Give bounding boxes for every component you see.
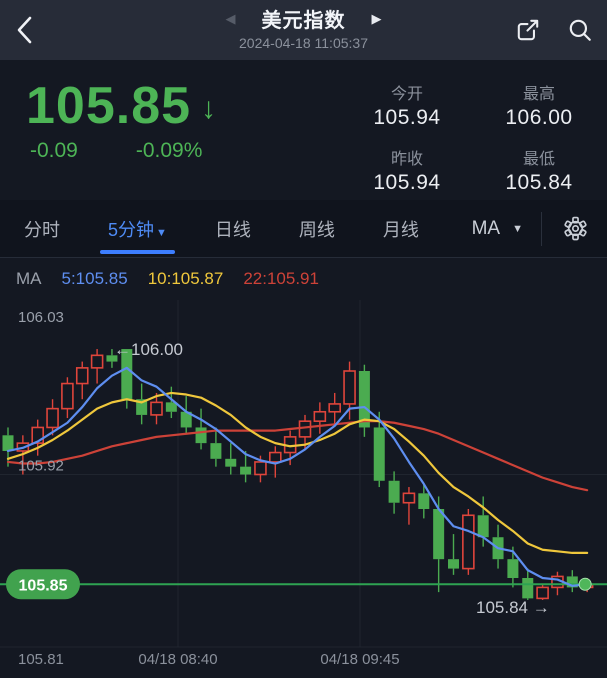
tab-daily[interactable]: 日线 xyxy=(214,219,251,240)
tab-minute-line[interactable]: 分时 xyxy=(24,219,60,240)
current-price-badge xyxy=(6,569,80,600)
gear-icon xyxy=(564,216,587,241)
current-price-badge-label: 105.85 xyxy=(19,577,68,594)
y-axis-label-mid: 105.92 xyxy=(18,458,64,475)
chevron-left-icon xyxy=(17,16,32,44)
chart-settings-button[interactable] xyxy=(558,211,593,246)
ma5-value: 5:105.85 xyxy=(61,269,128,288)
price-annotation: ←106.00 xyxy=(114,340,183,359)
y-axis-label-max: 106.03 xyxy=(18,309,64,326)
ma10-value: 10:105.87 xyxy=(147,269,224,288)
page-title: 美元指数 xyxy=(261,10,346,32)
stat-high: 最高 106.00 xyxy=(505,86,573,129)
top-bar: 美元指数 2024-04-18 11:05:37 xyxy=(0,0,607,60)
share-icon xyxy=(517,19,539,41)
caret-down-icon xyxy=(156,227,167,239)
stat-open: 今开 105.94 xyxy=(373,86,441,129)
x-axis-label: 04/18 09:45 xyxy=(320,651,400,668)
last-price-dot xyxy=(578,577,592,591)
next-symbol-icon[interactable] xyxy=(372,12,382,25)
x-axis-label: 04/18 08:40 xyxy=(138,651,218,668)
search-button[interactable] xyxy=(567,17,593,43)
indicator-selector[interactable]: MA xyxy=(472,208,523,250)
tab-monthly[interactable]: 月线 xyxy=(382,219,419,240)
period-tab-bar: 分时 5分钟 日线 周线 月线 MA xyxy=(0,200,607,258)
quote-stats: 今开 105.94 最高 106.00 昨收 105.94 最低 105.84 xyxy=(357,70,589,200)
price-down-arrow-icon xyxy=(201,92,216,126)
ma-legend: MA 5:105.85 10:105.87 22:105.91 xyxy=(0,258,607,300)
ma-legend-prefix: MA xyxy=(16,269,42,288)
candlestick-chart[interactable]: 106.03 105.92 ←106.00 105.84 → 105.85 xyxy=(0,300,607,648)
back-button[interactable] xyxy=(14,8,50,52)
price-annotation: 105.84 → xyxy=(476,598,550,617)
ma5-line xyxy=(6,366,589,587)
last-price: 105.85 xyxy=(26,77,192,135)
prev-symbol-icon[interactable] xyxy=(226,12,236,25)
price-change: -0.09 xyxy=(30,139,78,163)
y-axis-label-min: 105.81 xyxy=(18,651,64,668)
stat-low: 最低 105.84 xyxy=(505,151,573,194)
ma22-line xyxy=(6,420,589,492)
share-button[interactable] xyxy=(515,17,541,43)
caret-down-icon xyxy=(512,223,523,235)
ma22-value: 22:105.91 xyxy=(243,269,319,288)
tab-5min[interactable]: 5分钟 xyxy=(100,202,175,256)
divider xyxy=(541,211,542,246)
stat-prev-close: 昨收 105.94 xyxy=(373,151,441,194)
chart-axis-row: 105.81 04/18 08:40 04/18 09:45 xyxy=(0,648,607,678)
search-icon xyxy=(569,19,591,41)
quote-timestamp: 2024-04-18 11:05:37 xyxy=(239,35,368,51)
tab-weekly[interactable]: 周线 xyxy=(298,219,335,240)
quote-section: 105.85 -0.09 -0.09% 今开 105.94 最高 106.00 … xyxy=(0,60,607,200)
price-change-percent: -0.09% xyxy=(135,139,203,163)
ma10-line xyxy=(6,391,589,555)
